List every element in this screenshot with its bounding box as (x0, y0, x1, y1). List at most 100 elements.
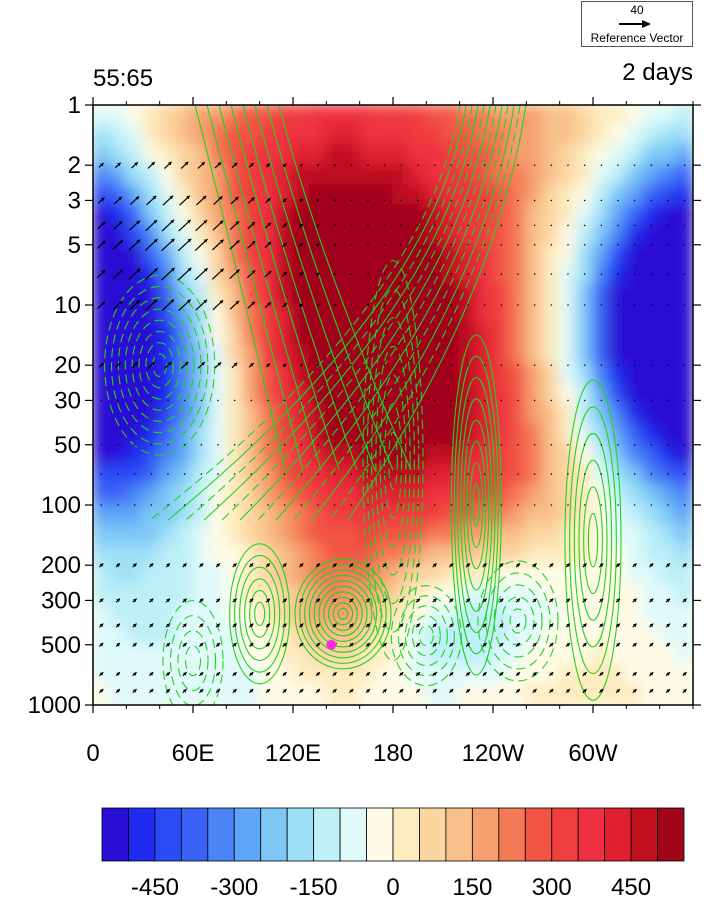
wind-vector (617, 364, 619, 367)
wind-vector-head (116, 642, 120, 647)
shading-cell (525, 344, 544, 366)
shading-cell (158, 564, 178, 586)
shading-cell (158, 604, 178, 626)
colorbar-swatch (313, 807, 341, 862)
wind-vector (633, 273, 636, 275)
shading-cell (508, 404, 528, 426)
shading-cell (158, 105, 178, 126)
shading-cell (208, 244, 228, 266)
shading-cell (642, 105, 661, 126)
wind-vector-head (499, 623, 504, 628)
shading-cell (375, 524, 394, 546)
shading-cell (225, 444, 244, 466)
wind-vector-head (299, 243, 304, 247)
wind-vector (517, 224, 519, 227)
shading-cell (542, 204, 561, 226)
shading-cell (325, 184, 344, 206)
wind-vector (517, 443, 519, 446)
shading-cell (158, 264, 178, 286)
wind-vector-head (649, 563, 654, 567)
shading-cell (442, 264, 461, 286)
shading-cell (142, 464, 161, 486)
shading-cell (558, 144, 578, 166)
shading-cell (492, 124, 511, 146)
shading-cell (492, 204, 511, 226)
shading-cell (525, 224, 544, 246)
wind-vector-head (532, 623, 537, 628)
shading-cell (292, 544, 311, 566)
wind-vector (433, 273, 436, 275)
shading-cell (408, 604, 428, 626)
wind-vector (617, 399, 619, 402)
shading-cell (93, 484, 111, 506)
shading-cell (108, 364, 128, 386)
shading-cell (592, 344, 611, 366)
wind-vector-head (499, 598, 504, 603)
contour-line (587, 513, 599, 568)
shading-cell (408, 204, 428, 226)
shading-cell (458, 264, 478, 286)
shading-cell (492, 684, 511, 705)
shading-cell (408, 664, 428, 686)
shading-cell (608, 324, 628, 346)
wind-vector (617, 164, 619, 167)
shading-cell (175, 344, 194, 366)
wind-vector-head (266, 198, 271, 202)
wind-vector-head (466, 623, 470, 628)
shading-cell (108, 664, 128, 686)
shading-cell (242, 644, 261, 666)
contour-line (234, 554, 286, 673)
shading-cell (558, 344, 578, 366)
shading-cell (642, 684, 661, 705)
wind-vector (233, 443, 236, 446)
shading-cell (558, 105, 578, 126)
shading-cell (408, 544, 428, 566)
wind-vector-head (251, 221, 256, 226)
shading-cell (292, 464, 311, 486)
wind-vector-head (449, 642, 454, 647)
wind-vector (383, 364, 386, 367)
shading-cell (108, 244, 128, 266)
shading-cell (558, 124, 578, 146)
shading-cell (675, 264, 693, 286)
shading-cell (258, 504, 278, 526)
wind-vector-head (666, 672, 670, 676)
shading-cell (642, 244, 661, 266)
wind-vector-head (232, 623, 237, 628)
wind-vector-head (449, 672, 454, 676)
shading-cell (642, 424, 661, 446)
shading-cell (158, 244, 178, 266)
shading-cell (675, 644, 693, 666)
shading-cell (292, 384, 311, 406)
shading-cell (275, 344, 294, 366)
wind-vector-head (532, 563, 537, 567)
wind-vector (433, 243, 436, 246)
contour-line (194, 105, 286, 471)
wind-vector (250, 399, 253, 402)
shading-cell (258, 344, 278, 366)
shading-cell (93, 544, 111, 566)
shading-cell (558, 504, 578, 526)
shading-cell (342, 524, 361, 546)
wind-vector-head (267, 222, 271, 227)
wind-vector (200, 504, 203, 506)
wind-vector (583, 399, 586, 402)
shading-cell (125, 604, 144, 626)
shading-cell (675, 164, 693, 186)
wind-vector (600, 399, 603, 402)
shading-cell (225, 105, 244, 126)
shading-cell (125, 204, 144, 226)
shading-cell (292, 564, 311, 586)
wind-vector (167, 399, 169, 402)
contour-line (466, 440, 487, 570)
contour-line (203, 105, 479, 521)
wind-vector (633, 199, 636, 202)
shading-cell (358, 144, 378, 166)
shading-cell (492, 284, 511, 306)
wind-vector-head (632, 689, 637, 693)
wind-vector-head (149, 689, 154, 693)
wind-vector (383, 504, 386, 506)
shading-cell (408, 644, 428, 666)
wind-vector (567, 164, 569, 167)
wind-vector (400, 364, 403, 367)
